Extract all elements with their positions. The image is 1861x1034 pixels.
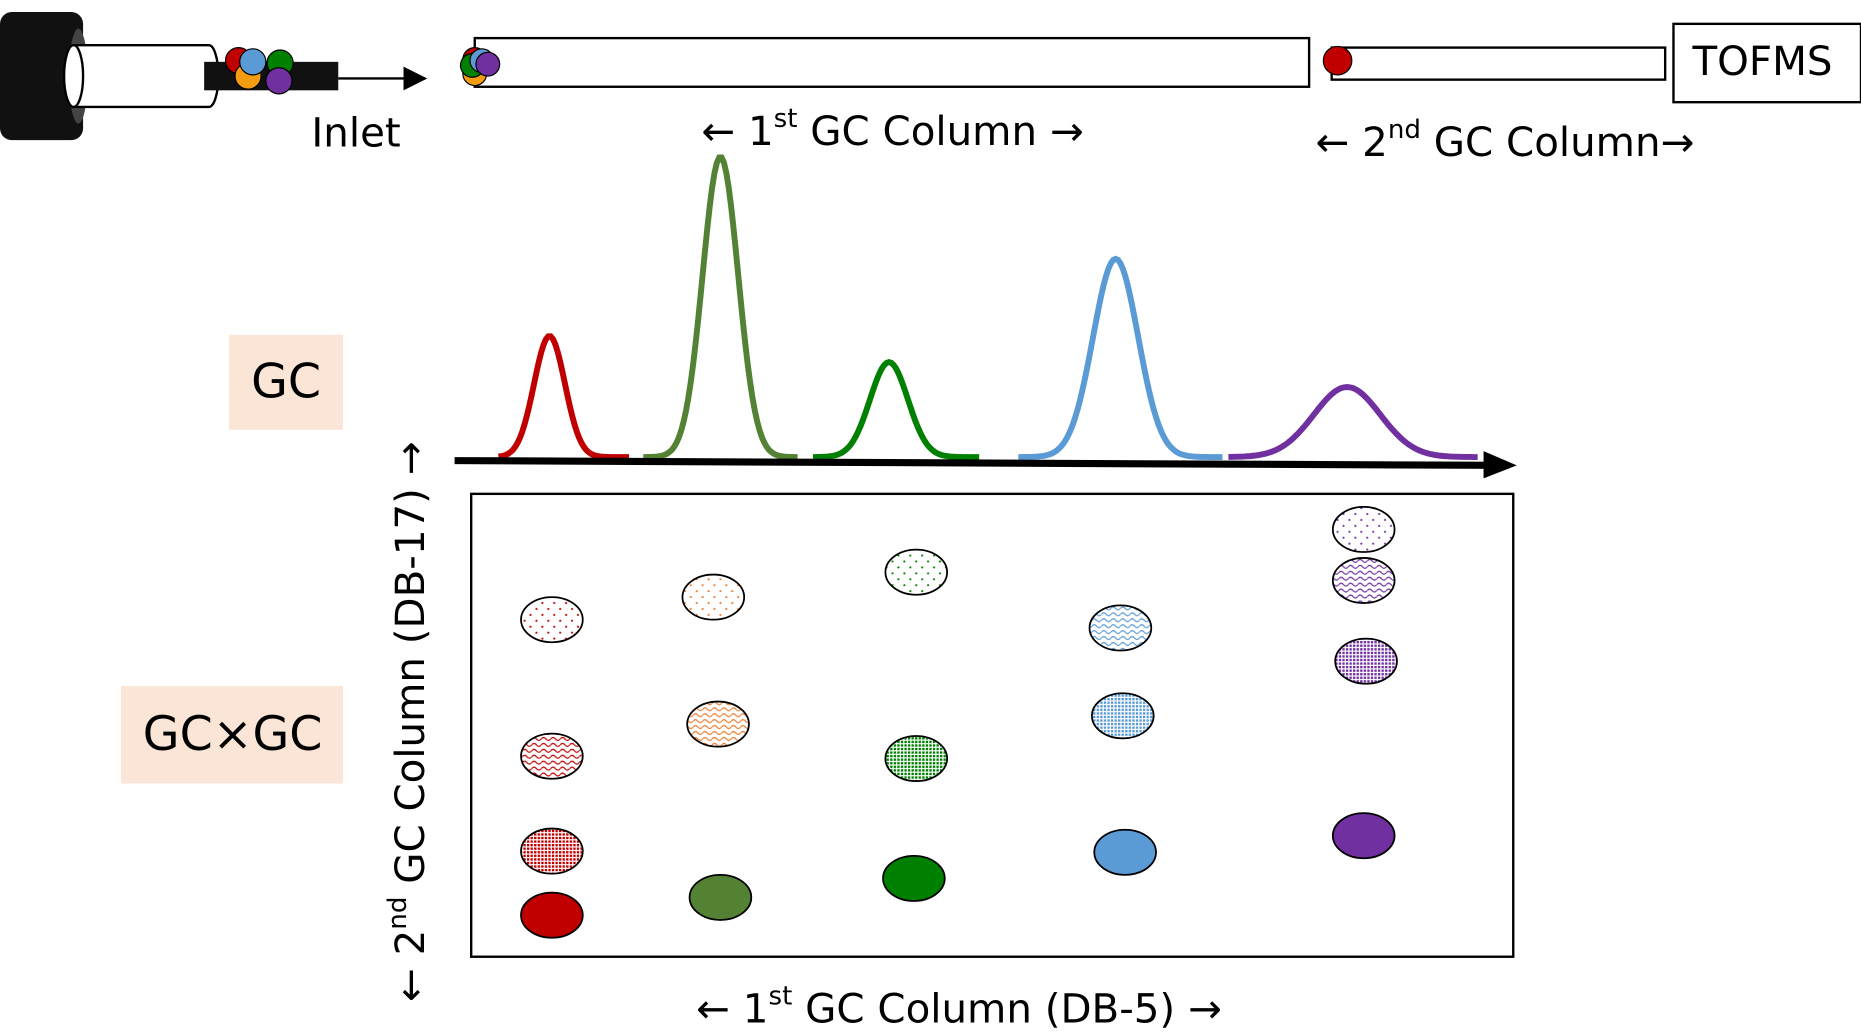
label-part: GC Column→ (1421, 119, 1694, 166)
label-part: GC Column (DB-17) → (387, 441, 434, 896)
detector-label: TOFMS (1691, 38, 1832, 85)
spot (686, 700, 750, 748)
inlet (0, 11, 428, 141)
time-axis (454, 457, 1498, 469)
spots (520, 506, 1398, 939)
label-part: st (774, 104, 798, 134)
x-axis-label: ← 1st GC Column (DB-5) → (696, 981, 1222, 1033)
peak (498, 333, 630, 461)
spot (520, 827, 584, 875)
peak (643, 154, 798, 461)
label-part: ← 1 (696, 985, 768, 1032)
second-column (1330, 46, 1667, 81)
gc-label: GC (251, 355, 321, 410)
label-part: GC Column (DB-5) → (792, 985, 1221, 1032)
chromatogram (498, 154, 1478, 461)
column-sample (1322, 45, 1353, 76)
spot (520, 891, 584, 939)
spot (1331, 557, 1396, 604)
spot (884, 735, 949, 782)
spot (520, 596, 584, 644)
label-part: ← 2 (1316, 119, 1388, 166)
spot (1334, 637, 1398, 685)
peak (1018, 255, 1223, 461)
spot (882, 854, 946, 902)
spot (688, 873, 753, 921)
spot (520, 732, 584, 780)
label-part: GC Column → (797, 108, 1083, 155)
detector-box (1672, 22, 1861, 104)
label-part: ← 1 (701, 108, 773, 155)
peak (1228, 384, 1478, 461)
spot (1091, 692, 1155, 740)
label-part: st (768, 981, 792, 1011)
column-sample (459, 47, 501, 87)
peak (813, 359, 980, 461)
spot (1088, 604, 1153, 652)
time-axis-arrow (1483, 451, 1517, 479)
inlet-label: Inlet (311, 109, 400, 156)
label-part: ← 2 (387, 930, 434, 1002)
gcxgc-label-box (121, 686, 344, 784)
second-column-label: ← 2nd GC Column→ (1316, 114, 1695, 166)
spot (1093, 828, 1157, 876)
first-column-label: ← 1st GC Column → (701, 104, 1083, 156)
spot (884, 548, 949, 596)
spot (1331, 506, 1396, 553)
gcxgc-label: GC×GC (143, 707, 323, 762)
label-part: nd (383, 897, 413, 930)
first-column (473, 36, 1311, 88)
spot (1331, 812, 1396, 860)
label-part: nd (1388, 114, 1421, 144)
gc-label-box (229, 334, 344, 430)
y-axis-label: ← 2nd GC Column (DB-17) → (383, 441, 435, 1002)
spot (681, 573, 746, 621)
